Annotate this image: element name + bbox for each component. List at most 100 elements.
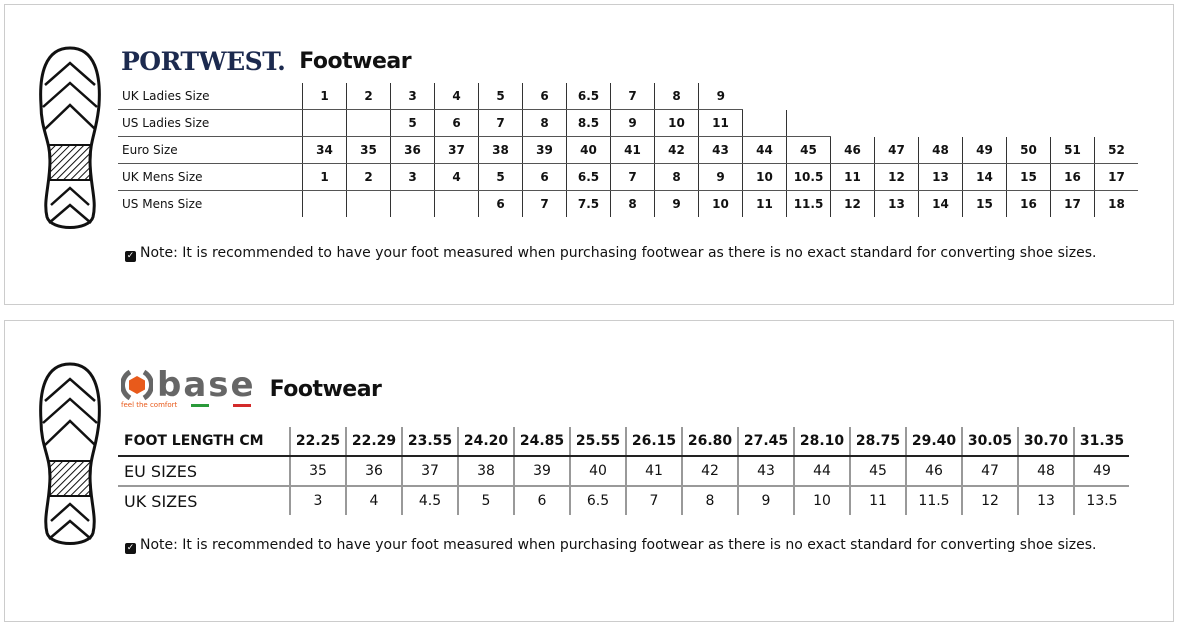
size-cell: 8	[522, 109, 567, 137]
size-cell: 14	[962, 163, 1007, 191]
size-cell: 17	[1050, 190, 1095, 217]
size-cell: 22.29	[345, 427, 402, 457]
size-cell: 17	[1094, 163, 1138, 191]
size-cell: 2	[346, 163, 391, 191]
size-cell: 10	[654, 109, 699, 137]
size-cell: 35	[346, 136, 391, 164]
row-label: US Ladies Size	[118, 109, 303, 137]
size-cell: 22.25	[289, 427, 346, 457]
size-cell: 49	[962, 136, 1007, 164]
size-cell: 48	[918, 136, 963, 164]
size-cell	[742, 109, 787, 137]
size-cell: 3	[390, 83, 435, 110]
note-text: Note: It is recommended to have your foo…	[140, 537, 1097, 553]
size-cell: 8	[610, 190, 655, 217]
size-cell: 8	[654, 163, 699, 191]
size-cell: 11	[849, 486, 906, 515]
shoe-sole-icon	[39, 46, 101, 229]
size-cell: 36	[390, 136, 435, 164]
size-cell: 38	[457, 456, 514, 487]
size-cell: 13	[918, 163, 963, 191]
row-label: EU SIZES	[118, 456, 290, 487]
size-cell: 3	[390, 163, 435, 191]
size-cell: 44	[793, 456, 850, 487]
size-cell: 9	[737, 486, 794, 515]
size-cell	[831, 110, 875, 137]
size-cell: 42	[654, 136, 699, 164]
size-cell: 36	[345, 456, 402, 487]
size-cell: 6	[513, 486, 570, 515]
size-cell: 41	[625, 456, 682, 487]
size-cell: 16	[1006, 190, 1051, 217]
size-cell: 9	[654, 190, 699, 217]
size-cell: 52	[1094, 136, 1138, 164]
size-cell	[346, 109, 391, 137]
size-cell	[743, 83, 787, 110]
row-label: UK Mens Size	[118, 163, 303, 191]
size-cell	[302, 109, 347, 137]
size-cell: 30.70	[1017, 427, 1074, 457]
size-cell: 51	[1050, 136, 1095, 164]
size-cell	[1051, 83, 1095, 110]
size-cell: 12	[874, 163, 919, 191]
size-cell	[963, 83, 1007, 110]
size-cell: 46	[830, 136, 875, 164]
size-cell	[346, 190, 391, 217]
size-cell: 41	[610, 136, 655, 164]
size-cell: 10	[793, 486, 850, 515]
size-cell: 8	[681, 486, 738, 515]
size-cell: 9	[698, 83, 743, 110]
row-label: FOOT LENGTH CM	[118, 427, 290, 457]
size-cell: 6	[522, 163, 567, 191]
size-cell	[1095, 110, 1139, 137]
size-cell: 5	[457, 486, 514, 515]
size-cell: 13	[1017, 486, 1074, 515]
portwest-header: PORTWEST. Footwear	[121, 47, 412, 76]
section-title: Footwear	[299, 49, 412, 74]
size-cell	[786, 109, 831, 137]
size-cell: 3	[289, 486, 346, 515]
row-label: US Mens Size	[122, 197, 203, 211]
table-row: US Mens Size 6 7 7.5 8 9 10 11 11.5 12 13 14 15 16 17 1…	[118, 190, 1138, 217]
note-text: Note: It is recommended to have your foo…	[140, 245, 1097, 261]
size-cell: 11	[698, 109, 743, 137]
row-label: UK SIZES	[124, 491, 198, 511]
table-row: UK Ladies Size 1 2 3 4 5 6 6.5 7 8 9	[118, 83, 1138, 110]
size-cell: 1	[302, 163, 347, 191]
size-cell: 49	[1073, 456, 1129, 487]
size-cell: 1	[302, 83, 347, 110]
size-cell: 28.10	[793, 427, 850, 457]
size-cell	[1007, 110, 1051, 137]
size-cell: 13.5	[1073, 486, 1129, 515]
size-cell: 39	[522, 136, 567, 164]
size-cell: 7.5	[566, 190, 611, 217]
size-cell: 9	[698, 163, 743, 191]
size-cell: 28.75	[849, 427, 906, 457]
size-cell: 8	[654, 83, 699, 110]
size-cell: 24.85	[513, 427, 570, 457]
size-cell: 12	[961, 486, 1018, 515]
size-cell: 5	[478, 83, 523, 110]
row-label: UK Ladies Size	[118, 83, 303, 110]
size-cell: 14	[918, 190, 963, 217]
size-cell	[1051, 110, 1095, 137]
size-cell: 6.5	[569, 486, 626, 515]
size-cell: 9	[610, 109, 655, 137]
size-cell	[875, 110, 919, 137]
size-cell: 11.5	[905, 486, 962, 515]
size-cell: 7	[610, 83, 655, 110]
size-cell: 35	[289, 456, 346, 487]
table-row: US Ladies Size 5 6 7 8 8.5 9 10 11	[118, 109, 1139, 137]
size-cell: 10	[698, 190, 743, 217]
size-cell: 7	[478, 109, 523, 137]
size-cell	[302, 190, 347, 217]
size-cell: 47	[874, 136, 919, 164]
size-cell: 24.20	[457, 427, 514, 457]
size-cell: 11	[742, 190, 787, 217]
size-cell: 5	[478, 163, 523, 191]
size-cell: 4	[434, 163, 479, 191]
size-cell	[919, 83, 963, 110]
size-cell: 10.5	[786, 163, 831, 191]
size-cell: 7	[522, 190, 567, 217]
size-cell: 16	[1050, 163, 1095, 191]
